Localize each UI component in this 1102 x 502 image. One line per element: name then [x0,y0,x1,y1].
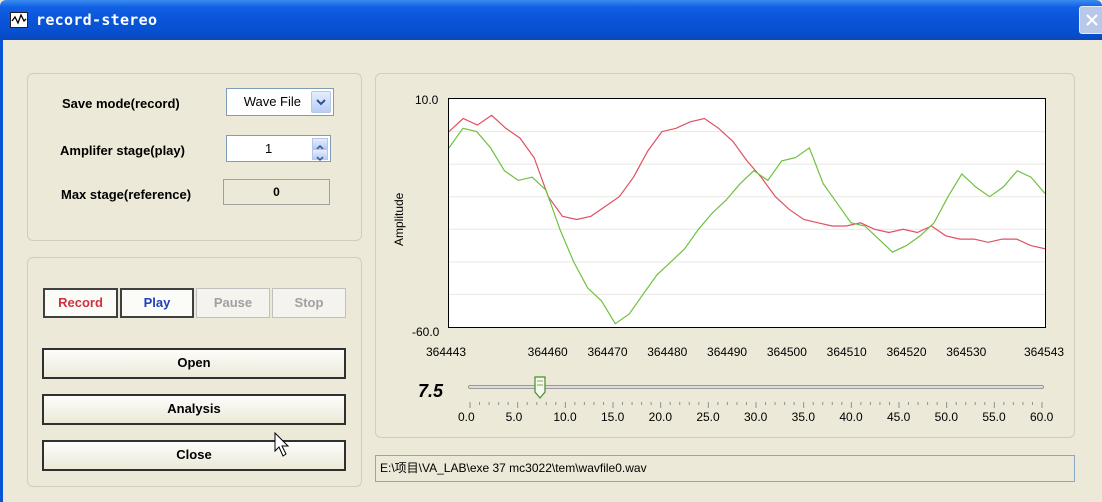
amp-stage-stepper[interactable]: 1 [226,135,331,162]
slider-scale-label: 30.0 [744,410,768,424]
waveform-svg [448,114,1046,325]
slider-scale-label: 25.0 [696,410,720,424]
pause-button[interactable]: Pause [196,288,270,318]
settings-group [27,73,362,241]
max-stage-label: Max stage(reference) [61,187,192,202]
slider-scale-label: 50.0 [934,410,959,424]
stepper-up-icon[interactable] [312,138,328,150]
save-mode-value: Wave File [243,94,301,109]
chevron-down-icon[interactable] [311,91,331,113]
amp-stage-label: Amplifer stage(play) [60,143,185,158]
window-title: record-stereo [36,11,158,29]
save-mode-select[interactable]: Wave File [226,88,334,116]
play-button[interactable]: Play [120,288,194,318]
x-tick-label: 364543 [1024,345,1065,359]
slider-scale-label: 15.0 [601,410,625,424]
x-tick-label: 364500 [766,345,807,359]
controls-group [27,257,362,487]
title-bar: record-stereo [0,0,1102,40]
y-tick-label-bottom: -60.0 [412,325,440,339]
close-icon [1086,14,1098,26]
slider-scale-label: 35.0 [791,410,816,424]
close-button[interactable]: Close [42,440,346,471]
x-tick-label: 364443 [426,345,467,359]
analysis-button[interactable]: Analysis [42,394,346,425]
slider-scale-label: 40.0 [839,410,863,424]
x-tick-label: 364530 [946,345,987,359]
slider-scale-label: 55.0 [982,410,1006,424]
slider-scale-label: 10.0 [553,410,577,424]
x-tick-label: 364510 [826,345,867,359]
x-tick-label: 364490 [707,345,748,359]
save-mode-label: Save mode(record) [62,96,180,111]
series-line-2 [448,127,1046,325]
slider-thumb[interactable] [534,376,546,400]
stop-button[interactable]: Stop [272,288,346,318]
x-tick-label: 364470 [587,345,628,359]
slider-scale-label: 20.0 [648,410,673,424]
open-button[interactable]: Open [42,348,346,379]
y-tick-label-top: 10.0 [415,93,439,107]
waveform-plot [448,98,1046,328]
x-tick-label: 364520 [886,345,927,359]
series-line-1 [448,114,1046,250]
x-tick-label: 364480 [647,345,688,359]
chart-group [375,73,1075,438]
window-close-button[interactable] [1079,6,1102,34]
slider-scale-label: 0.0 [458,410,475,424]
slider-scale-label: 45.0 [887,410,911,424]
slider-scale-label: 5.0 [505,410,523,424]
file-path-field: E:\项目\VA_LAB\exe 37 mc3022\tem\wavfile0.… [375,455,1075,482]
slider-value-readout: 7.5 [418,381,444,401]
waveform-app-icon [10,12,28,28]
max-stage-field: 0 [223,179,330,205]
amp-stage-value: 1 [265,141,273,156]
mouse-pointer-icon [274,432,290,457]
stepper-down-icon[interactable] [312,149,328,162]
y-axis-label: Amplitude [392,192,406,246]
slider-track[interactable] [468,385,1044,389]
slider-scale-label: 60.0 [1030,410,1054,424]
x-tick-label: 364460 [527,345,568,359]
slider-ticks [469,402,1043,408]
record-button[interactable]: Record [43,288,118,318]
